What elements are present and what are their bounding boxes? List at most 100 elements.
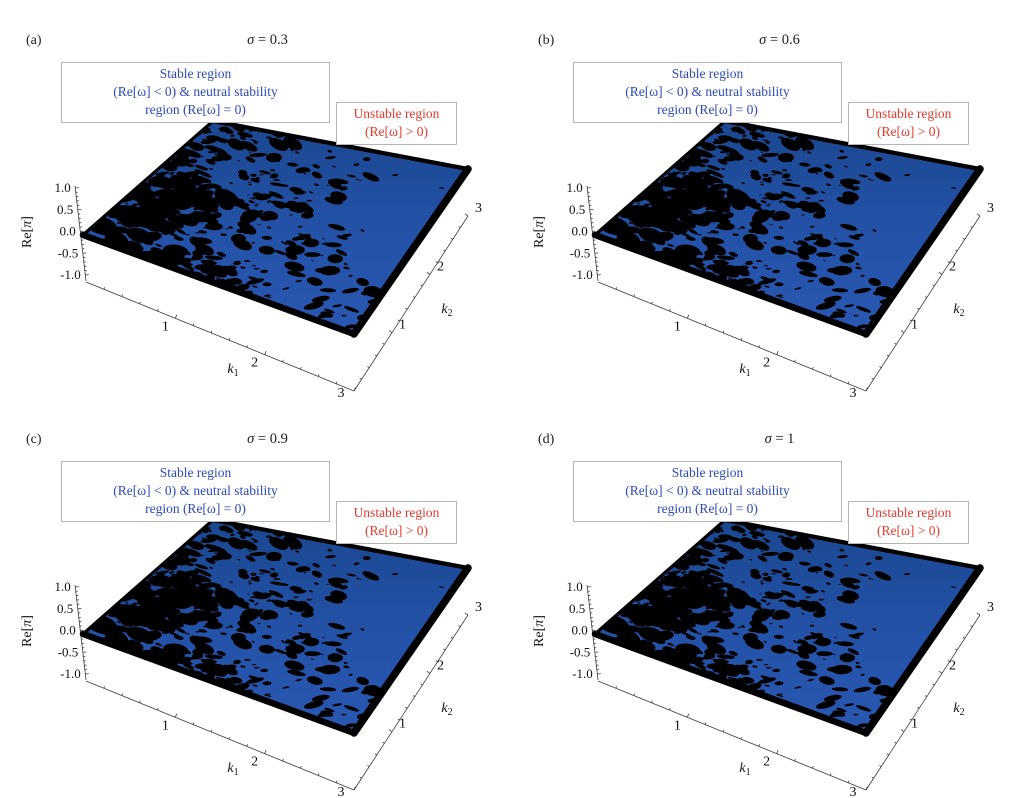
- unstable-speckle: [705, 210, 710, 213]
- unstable-speckle: [217, 193, 224, 197]
- unstable-speckle: [838, 583, 841, 586]
- y-axis-tick-label: 3: [987, 201, 994, 216]
- y-axis-minor-tick: [955, 648, 958, 651]
- unstable-speckle: [714, 670, 718, 672]
- unstable-speckle: [207, 582, 222, 588]
- unstable-speckle: [147, 625, 159, 631]
- unstable-speckle: [295, 678, 302, 682]
- unstable-speckle: [701, 223, 707, 227]
- unstable-speckle: [266, 136, 272, 139]
- unstable-speckle: [757, 207, 762, 211]
- unstable-speckle: [870, 578, 874, 580]
- unstable-annotation-line: (Re[ω] > 0): [365, 124, 428, 139]
- unstable-speckle: [259, 174, 264, 176]
- unstable-speckle: [119, 216, 126, 221]
- unstable-speckle: [182, 612, 209, 622]
- unstable-speckle: [362, 172, 380, 182]
- unstable-speckle: [183, 262, 193, 266]
- unstable-speckle: [204, 654, 223, 659]
- unstable-speckle: [290, 547, 294, 551]
- unstable-speckle: [182, 196, 188, 200]
- unstable-speckle: [176, 553, 180, 556]
- unstable-speckle: [868, 277, 881, 287]
- unstable-speckle: [683, 619, 696, 628]
- unstable-speckle: [339, 585, 348, 590]
- unstable-speckle: [201, 268, 215, 272]
- y-axis-minor-tick: [917, 706, 920, 709]
- x-axis-tick-label: 2: [763, 755, 770, 770]
- unstable-speckle: [615, 225, 633, 232]
- unstable-speckle: [210, 200, 222, 205]
- unstable-speckle: [240, 266, 246, 269]
- unstable-speckle: [211, 611, 222, 618]
- y-axis: [865, 614, 981, 791]
- unstable-speckle: [622, 632, 635, 641]
- unstable-speckle: [257, 623, 261, 625]
- unstable-speckle: [801, 586, 815, 592]
- unstable-speckle: [253, 666, 260, 669]
- unstable-speckle: [343, 665, 350, 669]
- unstable-speckle: [632, 620, 645, 627]
- unstable-speckle: [134, 222, 141, 226]
- unstable-speckle: [713, 667, 727, 671]
- unstable-speckle: [798, 200, 817, 214]
- unstable-speckle: [837, 555, 848, 559]
- unstable-speckle: [267, 625, 271, 628]
- unstable-speckle: [283, 535, 303, 550]
- x-axis-tick-label: 3: [338, 785, 345, 798]
- z-axis-tick-label: 0.5: [57, 202, 73, 217]
- unstable-speckle: [209, 167, 213, 170]
- unstable-speckle: [208, 161, 212, 163]
- x-axis-minor-tick: [633, 693, 635, 696]
- panel-label: (c): [26, 432, 42, 447]
- unstable-speckle: [740, 226, 745, 229]
- unstable-speckle: [751, 222, 769, 235]
- unstable-speckle: [685, 635, 696, 640]
- unstable-speckle: [324, 707, 335, 713]
- unstable-speckle: [771, 170, 783, 175]
- z-axis-tick-label: -1.0: [572, 666, 593, 681]
- unstable-speckle: [729, 592, 736, 596]
- unstable-speckle: [210, 271, 218, 275]
- unstable-speckle: [171, 156, 191, 167]
- unstable-speckle: [324, 242, 342, 248]
- unstable-speckle: [781, 137, 800, 151]
- unstable-speckle: [335, 648, 348, 655]
- unstable-speckle: [873, 290, 882, 296]
- unstable-speckle: [236, 627, 246, 633]
- unstable-speckle: [269, 191, 284, 199]
- surface-edges: [591, 118, 984, 338]
- unstable-speckle: [704, 652, 716, 660]
- unstable-speckle: [776, 693, 783, 696]
- unstable-speckle: [695, 262, 705, 266]
- unstable-speckle: [767, 177, 772, 180]
- unstable-speckle: [270, 568, 275, 571]
- unstable-speckle: [201, 658, 214, 662]
- unstable-speckle: [196, 586, 209, 593]
- unstable-speckle: [802, 148, 806, 152]
- unstable-speckle: [311, 259, 314, 262]
- unstable-speckle: [439, 586, 445, 589]
- unstable-speckle: [694, 196, 700, 200]
- unstable-speckle: [771, 210, 776, 213]
- unstable-speckle: [216, 137, 230, 143]
- unstable-speckle: [124, 601, 129, 604]
- unstable-speckle: [713, 268, 727, 272]
- x-axis-tick: [686, 314, 690, 319]
- unstable-speckle: [192, 253, 204, 261]
- unstable-speckle: [255, 203, 259, 205]
- unstable-speckle: [211, 212, 222, 219]
- unstable-speckle: [204, 544, 220, 550]
- unstable-speckle: [243, 659, 251, 661]
- unstable-speckle: [767, 576, 772, 579]
- surface-edge: [722, 517, 983, 571]
- unstable-speckle: [765, 541, 770, 543]
- unstable-speckle: [857, 723, 869, 728]
- unstable-speckle: [289, 214, 293, 216]
- z-axis-tick-label: -0.5: [570, 245, 591, 260]
- unstable-speckle: [693, 149, 714, 158]
- unstable-speckle: [687, 228, 698, 235]
- unstable-speckle: [815, 700, 836, 709]
- y-axis-minor-tick: [924, 296, 928, 299]
- unstable-speckle: [710, 629, 719, 633]
